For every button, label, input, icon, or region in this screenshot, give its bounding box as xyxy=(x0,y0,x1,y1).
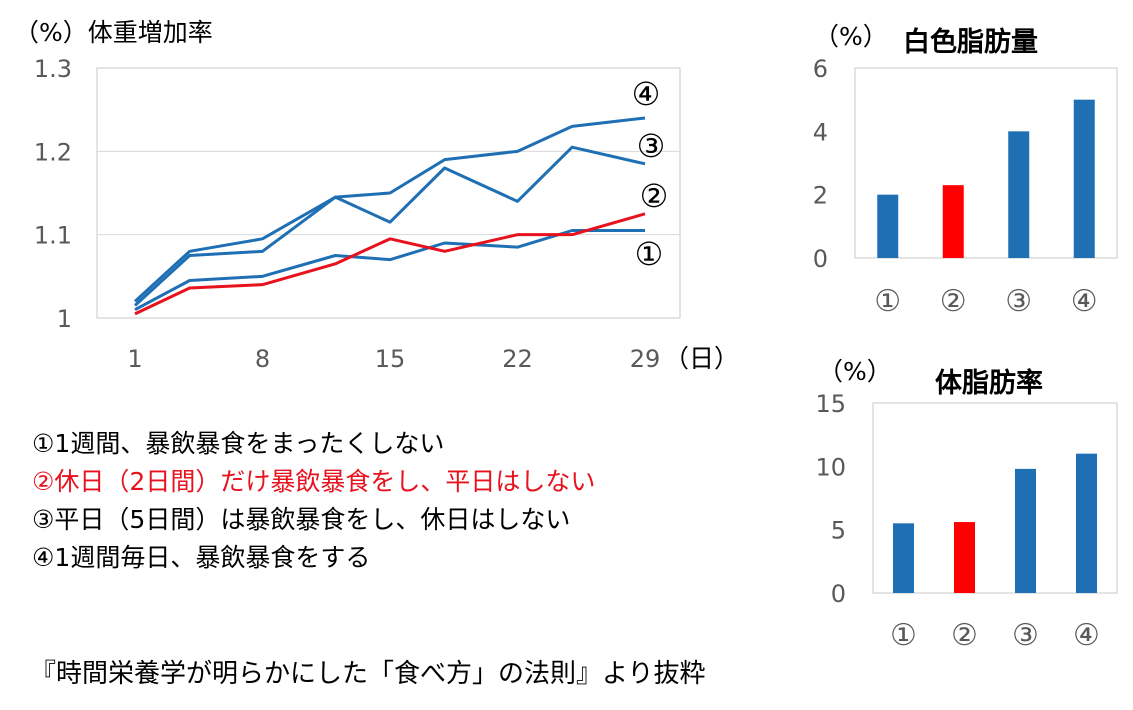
fat-mass-chart-y-tick-label: 0 xyxy=(813,245,828,273)
line-chart-x-tick-label: 15 xyxy=(375,345,406,373)
series-label-②: ② xyxy=(640,177,669,215)
body-fat-chart-title: 体脂肪率 xyxy=(935,367,1043,399)
line-chart-y-tick-label: 1.3 xyxy=(34,55,72,83)
legend-item-1: ①1週間、暴飲暴食をまったくしない xyxy=(32,429,445,458)
fat-mass-chart-bar xyxy=(1008,131,1030,258)
body-fat-chart-category-label: ① xyxy=(890,618,917,653)
body-fat-chart-category-label: ③ xyxy=(1012,618,1039,653)
line-chart-y-tick-label: 1.1 xyxy=(34,222,72,250)
fat-mass-chart-category-label: ② xyxy=(940,284,967,319)
fat-mass-chart-bar xyxy=(877,194,899,258)
line-chart-y-axis-label: （%）体重増加率 xyxy=(14,18,213,47)
line-series-② xyxy=(134,212,646,316)
line-chart-x-tick-label: 29 xyxy=(630,345,661,373)
source-note: 『時間栄養学が明らかにした「食べ方」の法則』より抜粋 xyxy=(30,659,706,689)
line-series-③ xyxy=(133,145,646,307)
line-chart-y-tick-label: 1 xyxy=(57,305,72,333)
series-label-③: ③ xyxy=(637,127,666,165)
body-fat-chart-bar xyxy=(1015,468,1036,593)
line-series-④ xyxy=(133,116,646,303)
fat-mass-chart-plot-area xyxy=(854,67,1118,259)
fat-mass-chart-y-tick-label: 2 xyxy=(813,182,828,210)
line-chart-x-tick-label: 22 xyxy=(502,345,533,373)
fat-mass-chart-title: 白色脂肪量 xyxy=(903,26,1038,58)
body-fat-chart-bar xyxy=(1076,453,1097,593)
body-fat-chart-plot-area xyxy=(872,402,1118,594)
line-chart-plot-area xyxy=(96,67,681,319)
fat-mass-chart-y-tick-label: 6 xyxy=(813,55,828,83)
body-fat-chart-y-tick-label: 15 xyxy=(815,390,846,418)
fat-mass-chart-category-label: ① xyxy=(874,284,901,319)
line-series-① xyxy=(134,229,645,311)
body-fat-chart-unit-label: （%） xyxy=(818,357,892,386)
fat-mass-chart-category-label: ④ xyxy=(1071,284,1098,319)
legend-item-3: ③平日（5日間）は暴飲暴食をし、休日はしない xyxy=(32,505,571,534)
fat-mass-chart-category-label: ③ xyxy=(1005,284,1032,319)
line-chart-x-tick-label: 1 xyxy=(127,345,142,373)
line-chart-x-tick-label: 8 xyxy=(255,345,270,373)
fat-mass-chart-bar xyxy=(1073,99,1095,259)
line-chart-y-tick-label: 1.2 xyxy=(34,138,72,166)
body-fat-chart-bar xyxy=(893,523,914,593)
body-fat-chart-y-tick-label: 5 xyxy=(831,517,846,545)
legend-item-2: ②休日（2日間）だけ暴飲暴食をし、平日はしない xyxy=(32,467,596,496)
body-fat-chart-category-label: ② xyxy=(951,618,978,653)
line-chart-x-axis-label: （日） xyxy=(664,344,739,373)
series-label-①: ① xyxy=(635,235,664,273)
body-fat-chart-y-tick-label: 10 xyxy=(815,453,846,481)
body-fat-chart-category-label: ④ xyxy=(1073,618,1100,653)
series-label-④: ④ xyxy=(632,75,661,113)
fat-mass-chart-y-tick-label: 4 xyxy=(813,118,828,146)
legend-item-4: ④1週間毎日、暴飲暴食をする xyxy=(32,543,371,572)
body-fat-chart-bar xyxy=(954,522,975,593)
body-fat-chart-y-tick-label: 0 xyxy=(831,580,846,608)
fat-mass-chart-unit-label: （%） xyxy=(814,22,888,51)
fat-mass-chart-bar xyxy=(942,185,964,258)
